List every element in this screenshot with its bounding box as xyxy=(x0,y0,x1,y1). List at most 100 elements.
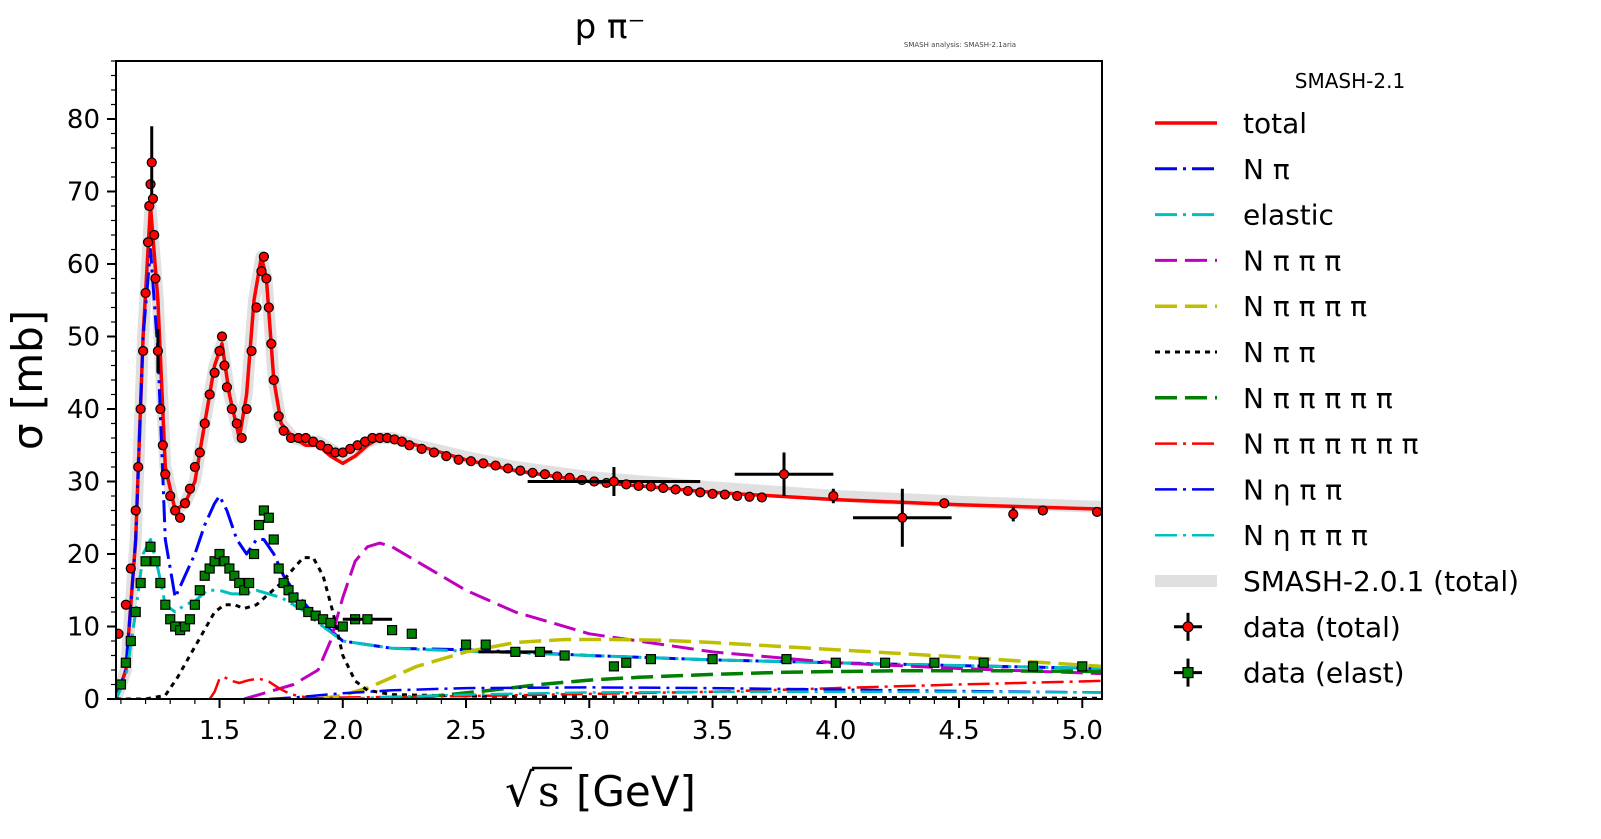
data-elast-point xyxy=(120,657,131,668)
data-total-marker xyxy=(170,505,181,516)
data-total-marker xyxy=(453,454,464,465)
data-total-point xyxy=(140,287,151,299)
data-total-point xyxy=(1091,506,1102,518)
data-elast-marker xyxy=(295,599,306,610)
data-elast-point xyxy=(621,657,632,668)
y-tick-label: 80 xyxy=(67,105,100,135)
data-total-point xyxy=(682,485,693,497)
data-elast-point xyxy=(116,679,127,690)
data-total-point xyxy=(147,193,159,204)
data-elast-point xyxy=(150,556,161,567)
data-total-marker xyxy=(1037,505,1048,516)
data-elast-marker xyxy=(978,657,989,668)
x-axis-label-radical: √ xyxy=(505,763,535,817)
legend-title: SMASH-2.1 xyxy=(1295,69,1405,93)
data-total-marker xyxy=(278,425,289,436)
data-total-point xyxy=(174,512,186,523)
legend-item-n: N π π π π π xyxy=(1155,382,1393,415)
y-tick-label: 20 xyxy=(67,540,100,570)
data-elast-point xyxy=(1077,661,1088,672)
data-total-point xyxy=(138,345,149,357)
x-tick-label: 4.5 xyxy=(938,716,979,746)
data-total-marker xyxy=(246,345,257,357)
data-total-marker xyxy=(179,498,191,509)
y-tick-label: 60 xyxy=(67,250,100,280)
data-total-marker xyxy=(204,389,215,400)
data-total-point xyxy=(157,440,168,451)
legend-label: data (total) xyxy=(1243,611,1401,644)
data-elast-point xyxy=(342,614,393,625)
data-elast-marker xyxy=(337,621,348,632)
data-total-marker xyxy=(732,490,743,502)
data-total-marker xyxy=(160,469,171,480)
legend-label: total xyxy=(1243,107,1307,140)
legend-label: elastic xyxy=(1243,199,1334,232)
data-total-point xyxy=(527,467,538,478)
data-total-marker xyxy=(695,487,706,498)
data-elast-marker xyxy=(116,679,127,690)
data-total-point xyxy=(645,481,657,492)
data-total-point xyxy=(658,482,669,494)
data-total-point xyxy=(221,382,233,393)
legend-item-n: N π xyxy=(1155,153,1290,186)
data-total-marker xyxy=(116,628,124,639)
data-elast-marker xyxy=(1077,661,1088,672)
data-total-marker xyxy=(231,418,242,429)
data-total-marker xyxy=(502,463,514,474)
data-elast-point xyxy=(460,639,472,650)
data-elast-marker xyxy=(140,556,151,567)
series-line-1 xyxy=(116,248,1102,699)
data-total-point xyxy=(268,374,279,386)
legend-label: N π π π π π xyxy=(1243,382,1393,415)
data-total-point xyxy=(125,563,136,574)
data-total-marker xyxy=(174,512,186,523)
data-total-marker xyxy=(133,461,144,473)
data-total-point xyxy=(1008,506,1019,522)
data-elast-marker xyxy=(125,635,136,647)
series-line-5 xyxy=(116,556,1102,699)
data-elast-point xyxy=(288,592,299,603)
data-elast-marker xyxy=(263,512,274,523)
data-total-point xyxy=(219,360,230,371)
data-total-marker xyxy=(184,483,196,494)
data-elast-point xyxy=(830,657,841,668)
data-total-point xyxy=(120,599,131,610)
data-total-marker xyxy=(719,489,730,500)
data-total-point xyxy=(256,266,267,277)
data-elast-marker xyxy=(621,657,632,668)
data-elast-point xyxy=(244,577,255,589)
data-elast-point xyxy=(406,628,417,639)
data-elast-marker xyxy=(135,577,146,589)
data-total-point xyxy=(146,126,157,199)
data-elast-marker xyxy=(288,592,299,603)
data-total-marker xyxy=(236,432,247,444)
chart-title: p π⁻ xyxy=(575,7,646,47)
data-total-marker xyxy=(404,440,415,451)
data-elast-marker xyxy=(155,577,166,589)
data-total-point xyxy=(231,418,242,429)
data-total-point xyxy=(251,302,262,313)
data-total-marker xyxy=(199,418,210,429)
data-elast-marker xyxy=(244,577,255,589)
data-elast-marker xyxy=(189,599,200,610)
legend-label: SMASH-2.0.1 (total) xyxy=(1243,565,1519,598)
data-elast-point xyxy=(160,599,171,610)
plot-area xyxy=(116,126,1102,699)
data-elast-point xyxy=(386,625,398,636)
data-total-marker xyxy=(707,488,718,499)
data-elast-marker xyxy=(929,657,940,668)
legend-item-total: total xyxy=(1155,107,1307,140)
data-total-point xyxy=(453,454,464,465)
data-total-marker xyxy=(744,491,755,502)
data-elast-point xyxy=(534,646,546,657)
legend-item-n: N π π π xyxy=(1155,244,1341,277)
data-elast-point xyxy=(155,577,166,589)
data-total-point xyxy=(441,451,452,462)
legend-item-n: N π π xyxy=(1155,336,1316,369)
data-total-point xyxy=(539,469,551,480)
x-tick-label: 4.0 xyxy=(815,716,856,746)
data-total-marker xyxy=(152,345,164,357)
data-elast-marker xyxy=(460,639,472,650)
data-elast-point xyxy=(1027,661,1039,672)
